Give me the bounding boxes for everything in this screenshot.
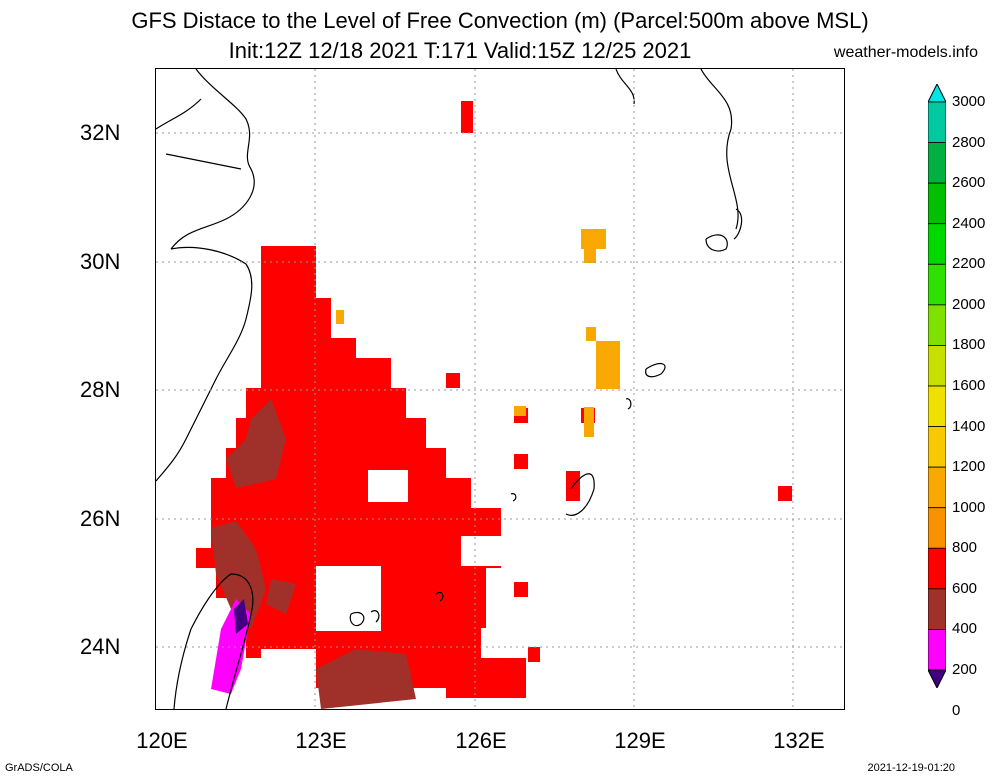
colorbar-label: 400 [952,620,978,638]
lon-label-123e: 123E [295,728,347,753]
map-subtitle: Init:12Z 12/18 2021 T:171 Valid:15Z 12/2… [228,38,692,63]
lat-label-24n: 24N [80,634,121,659]
map-gaps [196,470,501,697]
colorbar-label: 2800 [952,133,986,151]
colorbar [928,84,946,688]
colorbar-segment [928,182,946,225]
lon-label-120e: 120E [136,728,188,753]
lon-label-129e: 129E [614,728,666,753]
colorbar-label: 1400 [952,417,986,435]
coastlines [156,69,743,709]
colorbar-label: 3000 [952,93,986,110]
lon-label-126e: 126E [455,728,507,753]
map-title: GFS Distace to the Level of Free Convect… [131,8,869,33]
site-label: weather-models.info [833,44,978,61]
lat-label-26n: 26N [80,506,121,531]
colorbar-label: 0 [952,701,961,719]
colorbar-label: 1000 [952,498,986,516]
map-svg [156,69,844,709]
colorbar-top-arrow [928,84,946,103]
colorbar-label: 1800 [952,336,986,354]
colorbar-label: 2600 [952,174,986,192]
colorbar-label: 2400 [952,214,986,232]
colorbar-label: 2200 [952,255,986,273]
colorbar-segment [928,345,946,387]
colorbar-bottom-arrow [928,669,946,688]
lon-label-132e: 132E [773,728,825,753]
colorbar-segment [928,507,946,549]
colorbar-segment [928,263,946,306]
lfc-magenta-region [211,599,251,694]
lfc-orange-spots [336,229,620,437]
map-plot-area [155,68,845,710]
lat-label-28n: 28N [80,377,121,402]
colorbar-segment [928,223,946,265]
colorbar-label: 600 [952,579,978,597]
colorbar-segment [928,547,946,590]
colorbar-label: 1600 [952,377,986,394]
grid-lines [156,69,844,709]
footer-credit: GrADS/COLA [5,762,73,774]
lat-label-30n: 30N [80,249,121,274]
colorbar-segment [928,466,946,509]
colorbar-label: 800 [952,539,978,557]
footer-timestamp: 2021-12-19-01:20 [867,762,955,774]
colorbar-segment [928,304,946,346]
colorbar-segment [928,101,946,143]
colorbar-segment [928,426,946,468]
colorbar-label: 200 [952,661,978,678]
colorbar-label: 2000 [952,295,986,313]
colorbar-segment [928,588,946,630]
lat-label-32n: 32N [80,120,121,145]
colorbar-segment [928,142,946,184]
colorbar-segment [928,629,946,671]
colorbar-label: 1200 [952,458,986,476]
colorbar-segment [928,385,946,427]
